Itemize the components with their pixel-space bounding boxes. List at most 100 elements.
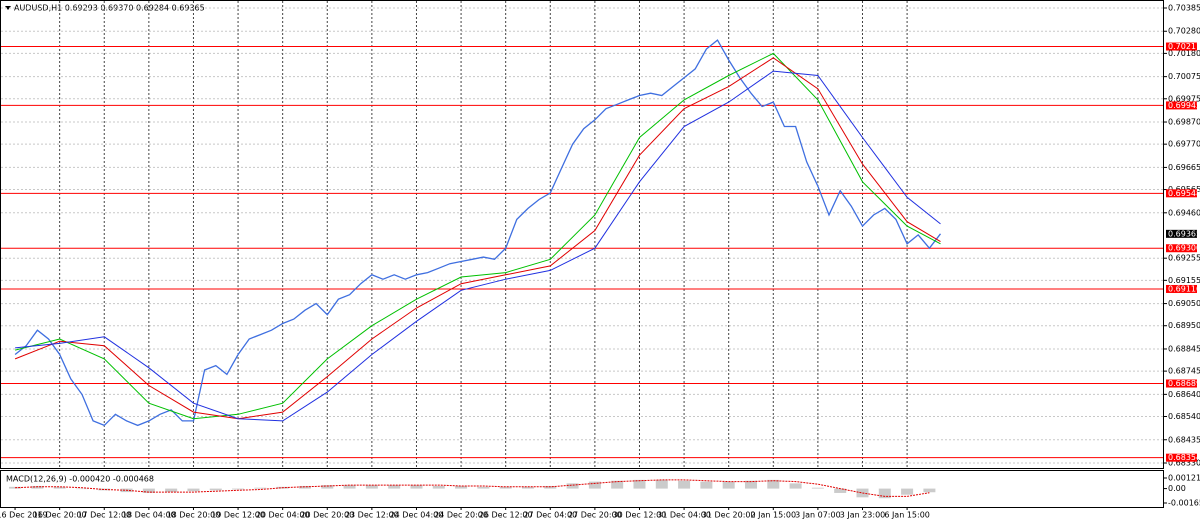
y-tick-label: 0.69975	[1168, 94, 1200, 103]
level-tag	[1166, 189, 1197, 198]
y-tick-label: 0.68640	[1168, 390, 1200, 399]
x-tick-label: 20 Dec 04:00	[256, 511, 310, 520]
macd-bar	[343, 485, 356, 489]
y-tick-label: 0.00	[1168, 484, 1186, 493]
x-tick-label: 2 Jan 15:00	[751, 511, 797, 520]
macd-bar	[53, 486, 66, 489]
x-tick-label: 20 Dec 20:00	[300, 511, 354, 520]
x-tick-label: 27 Dec 20:00	[568, 511, 622, 520]
x-tick-label: 27 Dec 04:00	[523, 511, 577, 520]
y-tick-label: 0.69870	[1168, 118, 1200, 127]
x-tick-label: 16 Dec 20:00	[33, 511, 87, 520]
macd-bar	[232, 488, 245, 490]
macd-bar	[811, 487, 824, 489]
y-tick-label: 0.70075	[1168, 72, 1200, 81]
macd-bar	[521, 486, 534, 489]
macd-bar	[477, 486, 490, 489]
level-tag	[1166, 453, 1197, 462]
x-tick-label: 23 Dec 12:00	[345, 511, 399, 520]
y-tick-label: 0.68745	[1168, 367, 1200, 376]
level-tag	[1166, 244, 1197, 253]
macd-bar	[678, 480, 691, 489]
macd-bar	[700, 481, 713, 489]
y-tick-label: 0.68330	[1168, 459, 1200, 468]
y-tick-label: 0.68950	[1168, 321, 1200, 330]
x-tick-label: 3 Jan 23:00	[840, 511, 886, 520]
price-line	[14, 57, 941, 420]
macd-bar	[722, 481, 735, 489]
x-tick-label: 30 Dec 12:00	[613, 511, 667, 520]
level-tag	[1166, 284, 1197, 293]
macd-bar	[633, 479, 646, 489]
macd-bar	[98, 488, 111, 491]
macd-bar	[321, 485, 334, 489]
macd-bar	[165, 488, 178, 493]
current-price-label: 0.69365	[1168, 229, 1200, 238]
macd-bar	[187, 488, 200, 492]
level-label: 0.68354	[1168, 453, 1200, 462]
macd-bar	[432, 485, 445, 489]
x-tick-label: 17 Dec 12:00	[77, 511, 131, 520]
price-line	[15, 70, 941, 422]
macd-bar	[365, 485, 378, 489]
macd-bar	[789, 483, 802, 489]
x-tick-label: 19 Dec 12:00	[211, 511, 265, 520]
x-tick-label: 31 Dec 04:00	[657, 511, 711, 520]
macd-bar	[455, 485, 468, 489]
current-price-tag	[1166, 229, 1197, 238]
x-tick-label: 24 Dec 20:00	[434, 511, 488, 520]
price-line	[14, 52, 941, 420]
macd-title: MACD(12,26,9) -0.000420 -0.000468	[6, 475, 154, 484]
x-tick-label: 18 Dec 04:00	[122, 511, 176, 520]
menu-arrow[interactable]	[5, 6, 11, 10]
macd-bar	[209, 488, 222, 491]
level-label: 0.69300	[1168, 244, 1200, 253]
macd-signal	[15, 479, 930, 497]
macd-bar	[588, 481, 601, 489]
macd-bar	[767, 479, 780, 489]
x-tick-label: 6 Jan 15:00	[884, 511, 930, 520]
y-tick-label: 0.69460	[1168, 208, 1200, 217]
y-tick-label: -0.001651	[1168, 499, 1200, 508]
macd-bar	[834, 488, 847, 493]
level-tag	[1166, 379, 1197, 388]
y-tick-label: 0.68435	[1168, 435, 1200, 444]
macd-bar	[901, 488, 914, 495]
macd-bar	[410, 485, 423, 489]
macd-bar	[9, 486, 22, 489]
macd-bar	[611, 480, 624, 489]
y-tick-label: 0.69665	[1168, 163, 1200, 172]
level-label: 0.70211	[1168, 42, 1200, 51]
y-tick-label: 0.69770	[1168, 140, 1200, 149]
x-tick-label: 3 Jan 07:00	[795, 511, 841, 520]
macd-bar	[923, 488, 936, 493]
x-tick-label: 18 Dec 20:00	[167, 511, 221, 520]
level-label: 0.69548	[1168, 189, 1200, 198]
macd-bar	[254, 487, 267, 489]
y-tick-label: 0.69155	[1168, 276, 1200, 285]
macd-bar	[566, 483, 579, 489]
macd-bar	[878, 488, 891, 499]
macd-bar	[75, 488, 88, 490]
y-tick-label: 0.69050	[1168, 299, 1200, 308]
y-tick-label: 0.70385	[1168, 4, 1200, 13]
y-tick-label: 0.68540	[1168, 412, 1200, 421]
y-tick-label: 0.69255	[1168, 254, 1200, 263]
macd-bar	[655, 479, 668, 489]
x-tick-label: 24 Dec 04:00	[390, 511, 444, 520]
level-label: 0.68689	[1168, 379, 1200, 388]
y-tick-label: 0.70280	[1168, 27, 1200, 36]
level-label: 0.69945	[1168, 101, 1200, 110]
y-tick-label: 0.70180	[1168, 49, 1200, 58]
macd-bar	[388, 485, 401, 489]
macd-bar	[744, 480, 757, 489]
y-tick-label: 0.001214	[1168, 474, 1200, 483]
price-line	[14, 39, 942, 427]
macd-bar	[298, 485, 311, 489]
level-label: 0.69116	[1168, 284, 1200, 293]
y-tick-label: 0.68845	[1168, 344, 1200, 353]
macd-bar	[142, 488, 155, 493]
x-tick-label: 16 Dec 2019	[0, 511, 48, 520]
